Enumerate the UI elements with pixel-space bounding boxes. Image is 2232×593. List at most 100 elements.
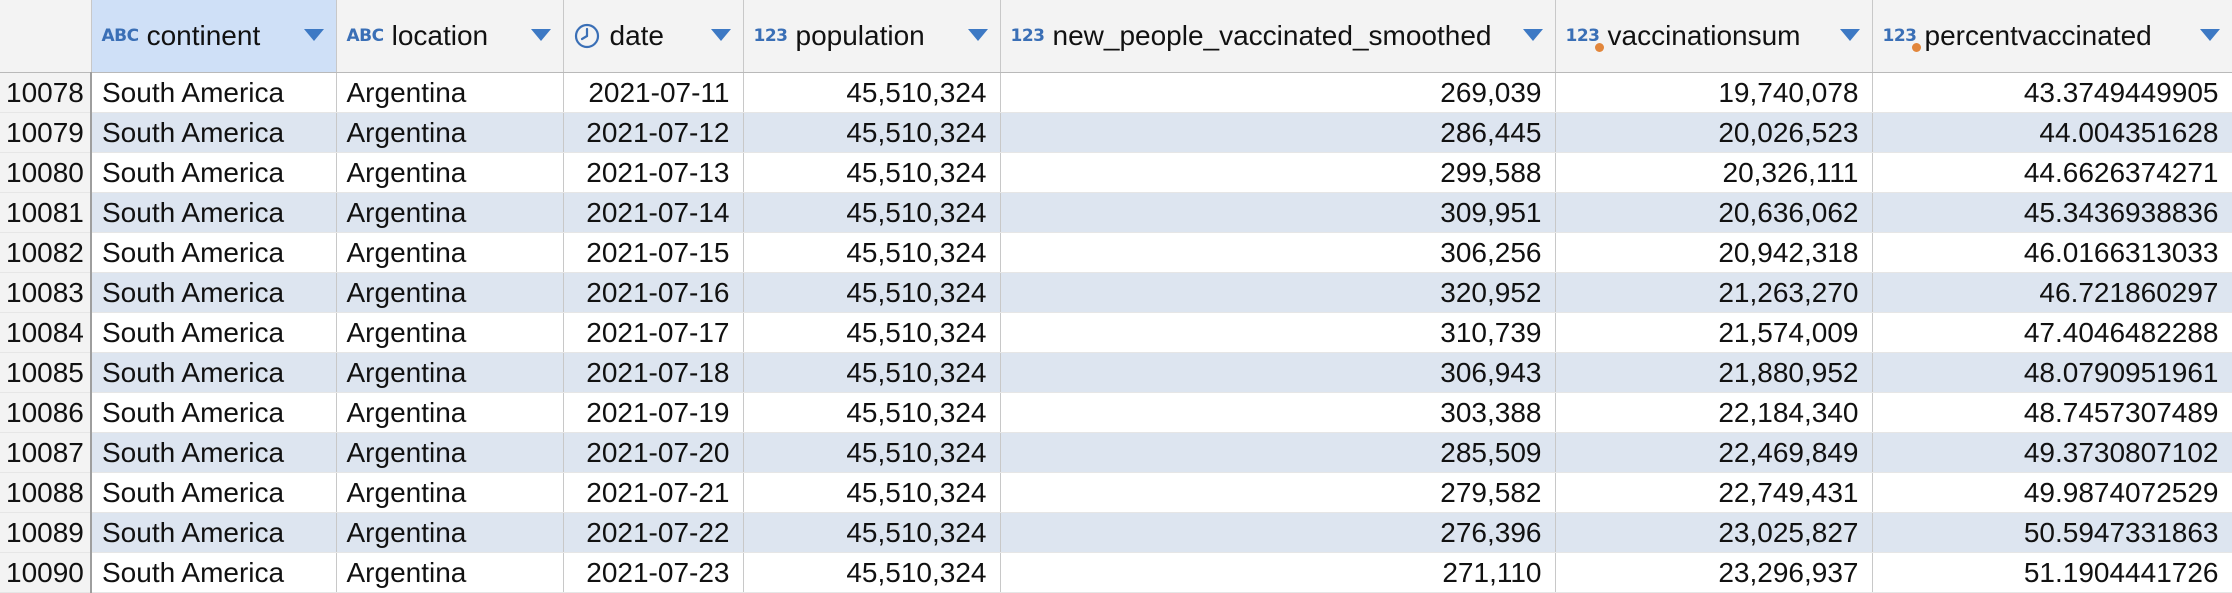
row-number[interactable]: 10079 xyxy=(0,112,92,153)
cell-population[interactable]: 45,510,324 xyxy=(743,312,1001,353)
row-number[interactable]: 10082 xyxy=(0,232,92,273)
cell-population[interactable]: 45,510,324 xyxy=(743,512,1001,553)
cell-continent[interactable]: South America xyxy=(91,392,337,433)
cell-percentvaccinated[interactable]: 49.3730807102 xyxy=(1872,432,2232,473)
cell-percentvaccinated[interactable]: 48.7457307489 xyxy=(1872,392,2232,433)
cell-location[interactable]: Argentina xyxy=(336,432,564,473)
cell-location[interactable]: Argentina xyxy=(336,512,564,553)
cell-location[interactable]: Argentina xyxy=(336,312,564,353)
cell-percentvaccinated[interactable]: 43.3749449905 xyxy=(1872,72,2232,113)
table-row[interactable]: 10081 South America Argentina 2021-07-14 45,… xyxy=(0,192,2232,233)
chevron-down-icon[interactable] xyxy=(1522,29,1543,41)
table-row[interactable]: 10082 South America Argentina 2021-07-15 45,… xyxy=(0,232,2232,273)
cell-date[interactable]: 2021-07-11 xyxy=(563,72,744,113)
cell-new-people-vaccinated-smoothed[interactable]: 309,951 xyxy=(1000,192,1556,233)
cell-population[interactable]: 45,510,324 xyxy=(743,232,1001,273)
table-row[interactable]: 10084 South America Argentina 2021-07-17 45,… xyxy=(0,312,2232,353)
cell-vaccinationsum[interactable]: 22,749,431 xyxy=(1555,472,1873,513)
cell-population[interactable]: 45,510,324 xyxy=(743,552,1001,593)
column-header-percentvaccinated[interactable]: 123 percentvaccinated xyxy=(1872,0,2232,73)
cell-population[interactable]: 45,510,324 xyxy=(743,432,1001,473)
cell-population[interactable]: 45,510,324 xyxy=(743,192,1001,233)
cell-location[interactable]: Argentina xyxy=(336,192,564,233)
cell-vaccinationsum[interactable]: 21,263,270 xyxy=(1555,272,1873,313)
cell-continent[interactable]: South America xyxy=(91,232,337,273)
cell-location[interactable]: Argentina xyxy=(336,552,564,593)
cell-date[interactable]: 2021-07-22 xyxy=(563,512,744,553)
cell-vaccinationsum[interactable]: 23,025,827 xyxy=(1555,512,1873,553)
cell-new-people-vaccinated-smoothed[interactable]: 271,110 xyxy=(1000,552,1556,593)
cell-date[interactable]: 2021-07-13 xyxy=(563,152,744,193)
cell-new-people-vaccinated-smoothed[interactable]: 279,582 xyxy=(1000,472,1556,513)
cell-vaccinationsum[interactable]: 19,740,078 xyxy=(1555,72,1873,113)
cell-vaccinationsum[interactable]: 21,880,952 xyxy=(1555,352,1873,393)
cell-population[interactable]: 45,510,324 xyxy=(743,272,1001,313)
cell-population[interactable]: 45,510,324 xyxy=(743,112,1001,153)
table-row[interactable]: 10078 South America Argentina 2021-07-11 45,… xyxy=(0,72,2232,113)
table-row[interactable]: 10088 South America Argentina 2021-07-21 45,… xyxy=(0,472,2232,513)
cell-continent[interactable]: South America xyxy=(91,512,337,553)
cell-new-people-vaccinated-smoothed[interactable]: 276,396 xyxy=(1000,512,1556,553)
cell-continent[interactable]: South America xyxy=(91,472,337,513)
row-number[interactable]: 10090 xyxy=(0,552,92,593)
cell-percentvaccinated[interactable]: 49.9874072529 xyxy=(1872,472,2232,513)
table-row[interactable]: 10085 South America Argentina 2021-07-18 45,… xyxy=(0,352,2232,393)
row-number[interactable]: 10088 xyxy=(0,472,92,513)
cell-percentvaccinated[interactable]: 45.3436938836 xyxy=(1872,192,2232,233)
cell-new-people-vaccinated-smoothed[interactable]: 306,256 xyxy=(1000,232,1556,273)
column-header-population[interactable]: 123 population xyxy=(743,0,1001,73)
cell-location[interactable]: Argentina xyxy=(336,472,564,513)
column-header-vaccinationsum[interactable]: 123 vaccinationsum xyxy=(1555,0,1873,73)
cell-percentvaccinated[interactable]: 50.5947331863 xyxy=(1872,512,2232,553)
cell-continent[interactable]: South America xyxy=(91,312,337,353)
cell-vaccinationsum[interactable]: 20,026,523 xyxy=(1555,112,1873,153)
row-number[interactable]: 10089 xyxy=(0,512,92,553)
cell-new-people-vaccinated-smoothed[interactable]: 310,739 xyxy=(1000,312,1556,353)
cell-location[interactable]: Argentina xyxy=(336,112,564,153)
row-number[interactable]: 10078 xyxy=(0,72,92,113)
chevron-down-icon[interactable] xyxy=(967,29,988,41)
cell-population[interactable]: 45,510,324 xyxy=(743,472,1001,513)
cell-new-people-vaccinated-smoothed[interactable]: 306,943 xyxy=(1000,352,1556,393)
table-row[interactable]: 10090 South America Argentina 2021-07-23 45,… xyxy=(0,552,2232,593)
cell-vaccinationsum[interactable]: 21,574,009 xyxy=(1555,312,1873,353)
column-header-location[interactable]: ABC location xyxy=(336,0,564,73)
cell-new-people-vaccinated-smoothed[interactable]: 299,588 xyxy=(1000,152,1556,193)
row-number[interactable]: 10080 xyxy=(0,152,92,193)
cell-continent[interactable]: South America xyxy=(91,152,337,193)
row-number-header[interactable] xyxy=(0,0,92,73)
cell-continent[interactable]: South America xyxy=(91,432,337,473)
cell-location[interactable]: Argentina xyxy=(336,392,564,433)
cell-new-people-vaccinated-smoothed[interactable]: 320,952 xyxy=(1000,272,1556,313)
cell-continent[interactable]: South America xyxy=(91,192,337,233)
chevron-down-icon[interactable] xyxy=(303,29,324,41)
cell-new-people-vaccinated-smoothed[interactable]: 303,388 xyxy=(1000,392,1556,433)
table-row[interactable]: 10083 South America Argentina 2021-07-16 45,… xyxy=(0,272,2232,313)
chevron-down-icon[interactable] xyxy=(710,29,731,41)
cell-new-people-vaccinated-smoothed[interactable]: 286,445 xyxy=(1000,112,1556,153)
cell-vaccinationsum[interactable]: 20,326,111 xyxy=(1555,152,1873,193)
cell-location[interactable]: Argentina xyxy=(336,152,564,193)
cell-date[interactable]: 2021-07-20 xyxy=(563,432,744,473)
cell-vaccinationsum[interactable]: 20,636,062 xyxy=(1555,192,1873,233)
cell-continent[interactable]: South America xyxy=(91,72,337,113)
column-header-date[interactable]: date xyxy=(563,0,744,73)
table-row[interactable]: 10087 South America Argentina 2021-07-20 45,… xyxy=(0,432,2232,473)
cell-new-people-vaccinated-smoothed[interactable]: 269,039 xyxy=(1000,72,1556,113)
cell-percentvaccinated[interactable]: 46.0166313033 xyxy=(1872,232,2232,273)
cell-continent[interactable]: South America xyxy=(91,112,337,153)
cell-percentvaccinated[interactable]: 44.6626374271 xyxy=(1872,152,2232,193)
cell-location[interactable]: Argentina xyxy=(336,272,564,313)
cell-population[interactable]: 45,510,324 xyxy=(743,352,1001,393)
cell-percentvaccinated[interactable]: 44.004351628 xyxy=(1872,112,2232,153)
cell-percentvaccinated[interactable]: 48.0790951961 xyxy=(1872,352,2232,393)
cell-date[interactable]: 2021-07-15 xyxy=(563,232,744,273)
cell-date[interactable]: 2021-07-16 xyxy=(563,272,744,313)
cell-date[interactable]: 2021-07-19 xyxy=(563,392,744,433)
cell-vaccinationsum[interactable]: 22,184,340 xyxy=(1555,392,1873,433)
column-header-continent[interactable]: ABC continent xyxy=(91,0,337,73)
row-number[interactable]: 10086 xyxy=(0,392,92,433)
cell-location[interactable]: Argentina xyxy=(336,72,564,113)
row-number[interactable]: 10085 xyxy=(0,352,92,393)
cell-vaccinationsum[interactable]: 23,296,937 xyxy=(1555,552,1873,593)
